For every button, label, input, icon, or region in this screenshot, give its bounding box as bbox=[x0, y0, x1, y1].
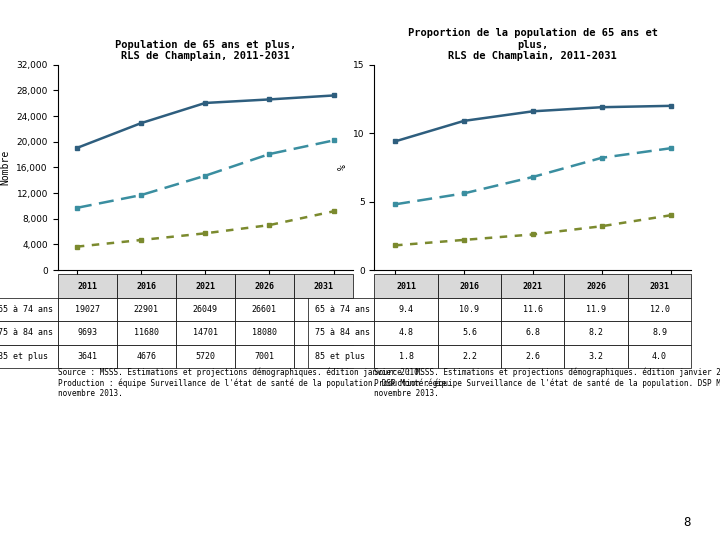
Title: Population de 65 ans et plus,
RLS de Champlain, 2011-2031: Population de 65 ans et plus, RLS de Cha… bbox=[114, 39, 296, 61]
Text: 8: 8 bbox=[684, 516, 691, 529]
Y-axis label: Nombre: Nombre bbox=[1, 150, 11, 185]
Y-axis label: %: % bbox=[338, 165, 348, 170]
Text: Source : MSSS. Estimations et projections démographiques. édition janvier 2010.
: Source : MSSS. Estimations et projection… bbox=[374, 367, 720, 398]
Title: Proportion de la population de 65 ans et
plus,
RLS de Champlain, 2011-2031: Proportion de la population de 65 ans et… bbox=[408, 28, 658, 61]
Text: Source : MSSS. Estimations et projections démographiques. édition janvier 2010.
: Source : MSSS. Estimations et projection… bbox=[58, 367, 451, 398]
